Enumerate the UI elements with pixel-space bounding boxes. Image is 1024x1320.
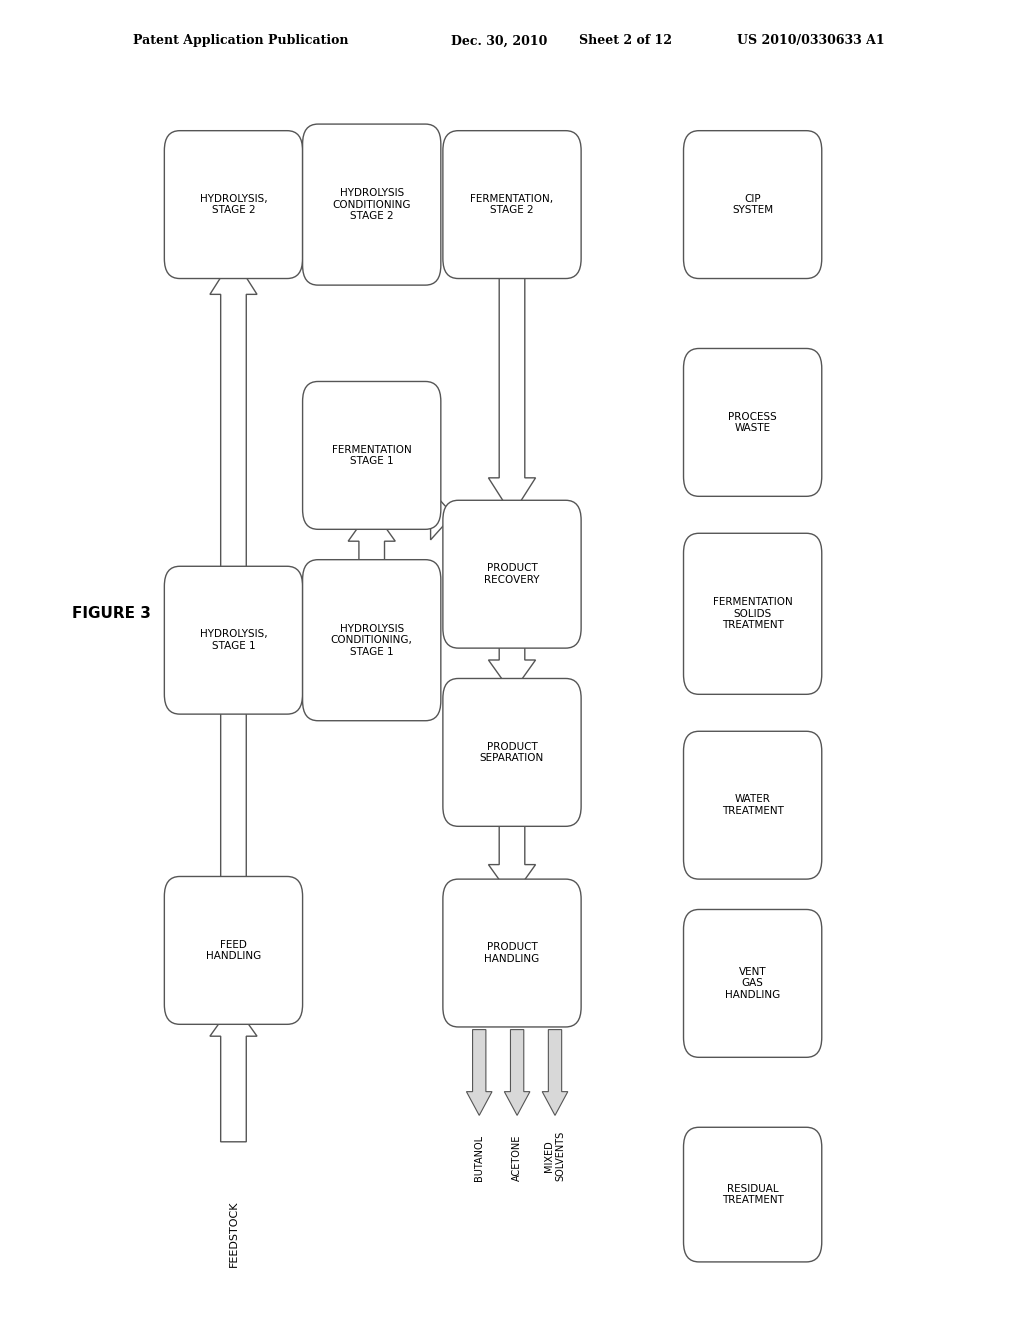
- Text: Patent Application Publication: Patent Application Publication: [133, 34, 348, 48]
- FancyBboxPatch shape: [303, 381, 440, 529]
- Text: FERMENTATION
STAGE 1: FERMENTATION STAGE 1: [332, 445, 412, 466]
- FancyBboxPatch shape: [165, 876, 303, 1024]
- FancyBboxPatch shape: [303, 560, 440, 721]
- Text: BUTANOL: BUTANOL: [474, 1135, 484, 1181]
- FancyBboxPatch shape: [442, 500, 582, 648]
- Polygon shape: [488, 257, 536, 515]
- Text: FIGURE 3: FIGURE 3: [72, 606, 151, 622]
- FancyBboxPatch shape: [165, 566, 303, 714]
- Text: WATER
TREATMENT: WATER TREATMENT: [722, 795, 783, 816]
- Polygon shape: [467, 1030, 493, 1115]
- Text: ACETONE: ACETONE: [512, 1135, 522, 1181]
- FancyBboxPatch shape: [165, 131, 303, 279]
- Polygon shape: [291, 615, 313, 665]
- Polygon shape: [210, 1003, 257, 1142]
- Polygon shape: [291, 180, 313, 230]
- Polygon shape: [348, 508, 395, 574]
- FancyBboxPatch shape: [684, 909, 821, 1057]
- FancyBboxPatch shape: [684, 533, 821, 694]
- Polygon shape: [210, 257, 257, 884]
- Text: PRODUCT
SEPARATION: PRODUCT SEPARATION: [480, 742, 544, 763]
- Text: PROCESS
WASTE: PROCESS WASTE: [728, 412, 777, 433]
- FancyBboxPatch shape: [442, 879, 582, 1027]
- Polygon shape: [504, 1030, 530, 1115]
- Text: RESIDUAL
TREATMENT: RESIDUAL TREATMENT: [722, 1184, 783, 1205]
- FancyBboxPatch shape: [684, 731, 821, 879]
- Text: PRODUCT
HANDLING: PRODUCT HANDLING: [484, 942, 540, 964]
- Text: Sheet 2 of 12: Sheet 2 of 12: [579, 34, 672, 48]
- Text: US 2010/0330633 A1: US 2010/0330633 A1: [737, 34, 885, 48]
- FancyBboxPatch shape: [442, 131, 582, 279]
- Text: FERMENTATION,
STAGE 2: FERMENTATION, STAGE 2: [470, 194, 554, 215]
- Text: HYDROLYSIS,
STAGE 2: HYDROLYSIS, STAGE 2: [200, 194, 267, 215]
- FancyBboxPatch shape: [684, 348, 821, 496]
- FancyBboxPatch shape: [684, 1127, 821, 1262]
- Text: PRODUCT
RECOVERY: PRODUCT RECOVERY: [484, 564, 540, 585]
- FancyBboxPatch shape: [684, 131, 821, 279]
- Text: FEED
HANDLING: FEED HANDLING: [206, 940, 261, 961]
- Text: MIXED
SOLVENTS: MIXED SOLVENTS: [544, 1131, 566, 1181]
- Text: HYDROLYSIS,
STAGE 1: HYDROLYSIS, STAGE 1: [200, 630, 267, 651]
- Text: FEEDSTOCK: FEEDSTOCK: [228, 1201, 239, 1267]
- Polygon shape: [488, 805, 536, 898]
- Text: FERMENTATION
SOLIDS
TREATMENT: FERMENTATION SOLIDS TREATMENT: [713, 597, 793, 631]
- Polygon shape: [430, 490, 453, 540]
- Polygon shape: [543, 1030, 567, 1115]
- FancyBboxPatch shape: [303, 124, 440, 285]
- FancyBboxPatch shape: [442, 678, 582, 826]
- Text: VENT
GAS
HANDLING: VENT GAS HANDLING: [725, 966, 780, 1001]
- Polygon shape: [488, 627, 536, 693]
- Text: HYDROLYSIS
CONDITIONING
STAGE 2: HYDROLYSIS CONDITIONING STAGE 2: [333, 187, 411, 222]
- Text: Dec. 30, 2010: Dec. 30, 2010: [451, 34, 547, 48]
- Text: HYDROLYSIS
CONDITIONING,
STAGE 1: HYDROLYSIS CONDITIONING, STAGE 1: [331, 623, 413, 657]
- Text: CIP
SYSTEM: CIP SYSTEM: [732, 194, 773, 215]
